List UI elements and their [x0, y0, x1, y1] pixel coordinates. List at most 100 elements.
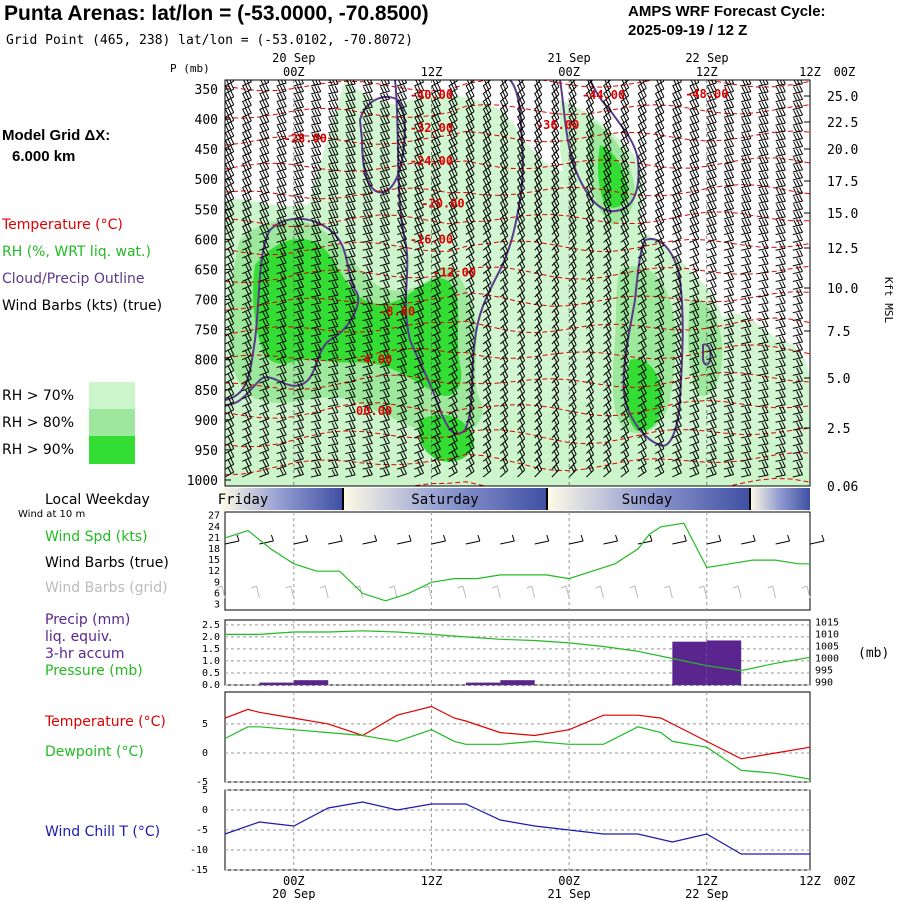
- wind-barb-feather: [380, 196, 385, 203]
- wind-barb-feather: [276, 227, 281, 234]
- wind-barb-shaft: [448, 385, 458, 392]
- wind-barb-shaft: [482, 470, 492, 478]
- wind-barb-feather: [262, 335, 267, 342]
- wind-barb-feather: [245, 84, 250, 92]
- wind-barb-feather: [400, 140, 405, 147]
- wind-barb-feather: [380, 211, 385, 219]
- wind-barb-feather: [519, 114, 523, 121]
- wind-barb-feather: [485, 122, 490, 129]
- wind-barb-feather: [431, 171, 436, 179]
- model-grid-value: 6.000 km: [12, 148, 76, 165]
- wind-barb-feather: [351, 265, 356, 272]
- wind-barb-shaft: [328, 396, 339, 400]
- wind-barb-feather: [262, 132, 267, 139]
- wind-barb-feather: [386, 186, 390, 194]
- wind-barb-feather: [317, 265, 322, 272]
- wind-barb-feather: [397, 141, 402, 148]
- wind-barb-shaft: [414, 347, 424, 353]
- wind-barb-shaft: [379, 395, 390, 400]
- wind-barb-shaft: [310, 145, 321, 150]
- wind-barb-feather: [334, 328, 339, 335]
- wind-barb-feather: [400, 147, 405, 155]
- wind-barb-shaft: [431, 417, 441, 423]
- wind-barb-feather: [262, 468, 267, 475]
- wind-barb-feather: [470, 167, 475, 175]
- wind-barb-shaft: [276, 325, 287, 329]
- wind-barb-feather: [311, 133, 316, 141]
- wind-barb-feather: [470, 339, 475, 347]
- wind-barb-shaft: [293, 388, 304, 392]
- wind-barb-feather: [311, 86, 316, 94]
- wind-barb-feather: [368, 93, 373, 100]
- wind-barb-shaft: [328, 474, 339, 478]
- wind-barb-feather: [300, 155, 304, 162]
- wind-barb-shaft: [293, 278, 304, 282]
- wind-barb-feather: [345, 141, 350, 148]
- wind-barb-shaft: [431, 323, 441, 329]
- wind-barb-feather: [363, 157, 367, 164]
- wind-barb-feather: [279, 312, 284, 319]
- wind-barb-feather: [331, 234, 336, 242]
- wind-barb-feather: [434, 358, 439, 365]
- wind-barb-shaft: [362, 231, 373, 236]
- wind-barb-shaft: [328, 185, 339, 189]
- wind-barb-shaft: [310, 192, 321, 196]
- wind-barb-shaft: [482, 204, 492, 212]
- wind-barb-feather: [420, 185, 424, 192]
- wind-barb-feather: [403, 233, 407, 240]
- wind-barb-feather: [317, 187, 322, 194]
- wind-barb-shaft: [448, 119, 458, 126]
- wind-barb-feather: [400, 101, 405, 108]
- wind-barb-feather: [436, 270, 441, 278]
- wind-barb-shaft: [517, 235, 526, 243]
- wind-barb-feather: [516, 202, 521, 209]
- cloud-legend-label: Cloud/Precip Outline: [2, 271, 145, 287]
- wind-barb-shaft: [499, 305, 509, 314]
- wind-barb-feather: [311, 227, 316, 234]
- wind-barb-feather: [314, 195, 319, 203]
- wind-barb-shaft: [379, 215, 390, 220]
- wind-barb-feather: [468, 247, 473, 255]
- wind-barb-shaft: [396, 340, 407, 345]
- wind-barb-feather: [314, 344, 319, 351]
- wind-barb-feather: [403, 444, 407, 451]
- wind-barb-feather: [366, 445, 370, 453]
- wind-barb-feather: [483, 80, 487, 84]
- wind-barb-feather: [259, 164, 264, 171]
- wind-barb-feather: [417, 170, 422, 178]
- wind-barb-shaft: [293, 403, 304, 408]
- wind-barb-feather: [417, 225, 422, 233]
- wind-barb-feather: [230, 340, 235, 348]
- wind-barb-shaft: [276, 395, 287, 400]
- wind-barb-shaft: [225, 252, 235, 259]
- wind-barb-feather: [314, 258, 319, 265]
- wind-barb-feather: [380, 125, 385, 133]
- wind-barb-feather: [366, 383, 370, 390]
- wind-barb-shaft: [396, 301, 407, 306]
- wind-barb-feather: [468, 451, 473, 458]
- wind-barb-shaft: [465, 416, 475, 423]
- wind-barb-feather: [487, 355, 492, 362]
- wind-barb-shaft: [517, 250, 526, 259]
- wind-barb-shaft: [499, 94, 509, 103]
- wind-barb-feather: [386, 241, 390, 248]
- wind-barb-shaft: [482, 431, 492, 439]
- wind-barb-feather: [230, 293, 235, 301]
- wind-barb-feather: [504, 440, 509, 448]
- wind-barb-feather: [262, 460, 267, 467]
- wind-barb-feather: [383, 273, 388, 280]
- wind-barb-feather: [351, 85, 356, 93]
- wind-barb-shaft: [328, 193, 339, 196]
- wind-barb-feather: [265, 467, 270, 474]
- wind-barb-feather: [351, 343, 356, 351]
- wind-barb-feather: [453, 317, 458, 324]
- wind-barb-feather: [482, 116, 487, 123]
- wind-barb-feather: [420, 435, 424, 443]
- wind-barb-feather: [403, 334, 407, 342]
- wind-barb-feather: [485, 403, 490, 411]
- wind-barb-feather: [414, 195, 419, 203]
- wind-barb-feather: [420, 201, 424, 208]
- wind-barb-feather: [434, 287, 439, 295]
- wind-barb-feather: [314, 219, 319, 226]
- wind-barb-feather: [380, 141, 385, 148]
